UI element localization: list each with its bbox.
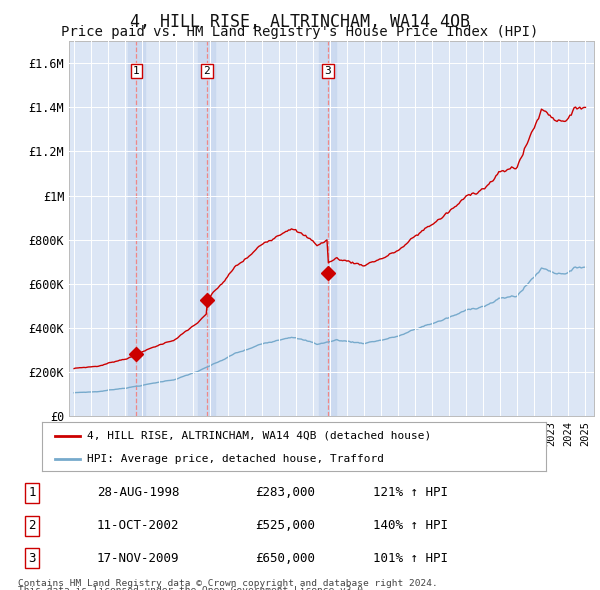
Text: 2: 2 [28, 519, 36, 532]
Text: £525,000: £525,000 [255, 519, 315, 532]
Text: This data is licensed under the Open Government Licence v3.0.: This data is licensed under the Open Gov… [18, 586, 369, 590]
Text: 2: 2 [203, 66, 210, 76]
Text: 1: 1 [28, 487, 36, 500]
Text: 3: 3 [325, 66, 331, 76]
Text: Contains HM Land Registry data © Crown copyright and database right 2024.: Contains HM Land Registry data © Crown c… [18, 579, 438, 588]
Bar [319, 41, 336, 416]
Text: 140% ↑ HPI: 140% ↑ HPI [373, 519, 448, 532]
Text: 121% ↑ HPI: 121% ↑ HPI [373, 487, 448, 500]
Text: £650,000: £650,000 [255, 552, 315, 565]
Text: 4, HILL RISE, ALTRINCHAM, WA14 4QB (detached house): 4, HILL RISE, ALTRINCHAM, WA14 4QB (deta… [88, 431, 431, 441]
Text: £283,000: £283,000 [255, 487, 315, 500]
Text: 28-AUG-1998: 28-AUG-1998 [97, 487, 179, 500]
Text: 17-NOV-2009: 17-NOV-2009 [97, 552, 179, 565]
Text: 3: 3 [28, 552, 36, 565]
Text: 4, HILL RISE, ALTRINCHAM, WA14 4QB: 4, HILL RISE, ALTRINCHAM, WA14 4QB [130, 13, 470, 31]
Text: 11-OCT-2002: 11-OCT-2002 [97, 519, 179, 532]
Text: HPI: Average price, detached house, Trafford: HPI: Average price, detached house, Traf… [88, 454, 385, 464]
Bar [198, 41, 215, 416]
Bar [128, 41, 145, 416]
Text: 101% ↑ HPI: 101% ↑ HPI [373, 552, 448, 565]
Text: 1: 1 [133, 66, 140, 76]
Text: Price paid vs. HM Land Registry's House Price Index (HPI): Price paid vs. HM Land Registry's House … [61, 25, 539, 40]
